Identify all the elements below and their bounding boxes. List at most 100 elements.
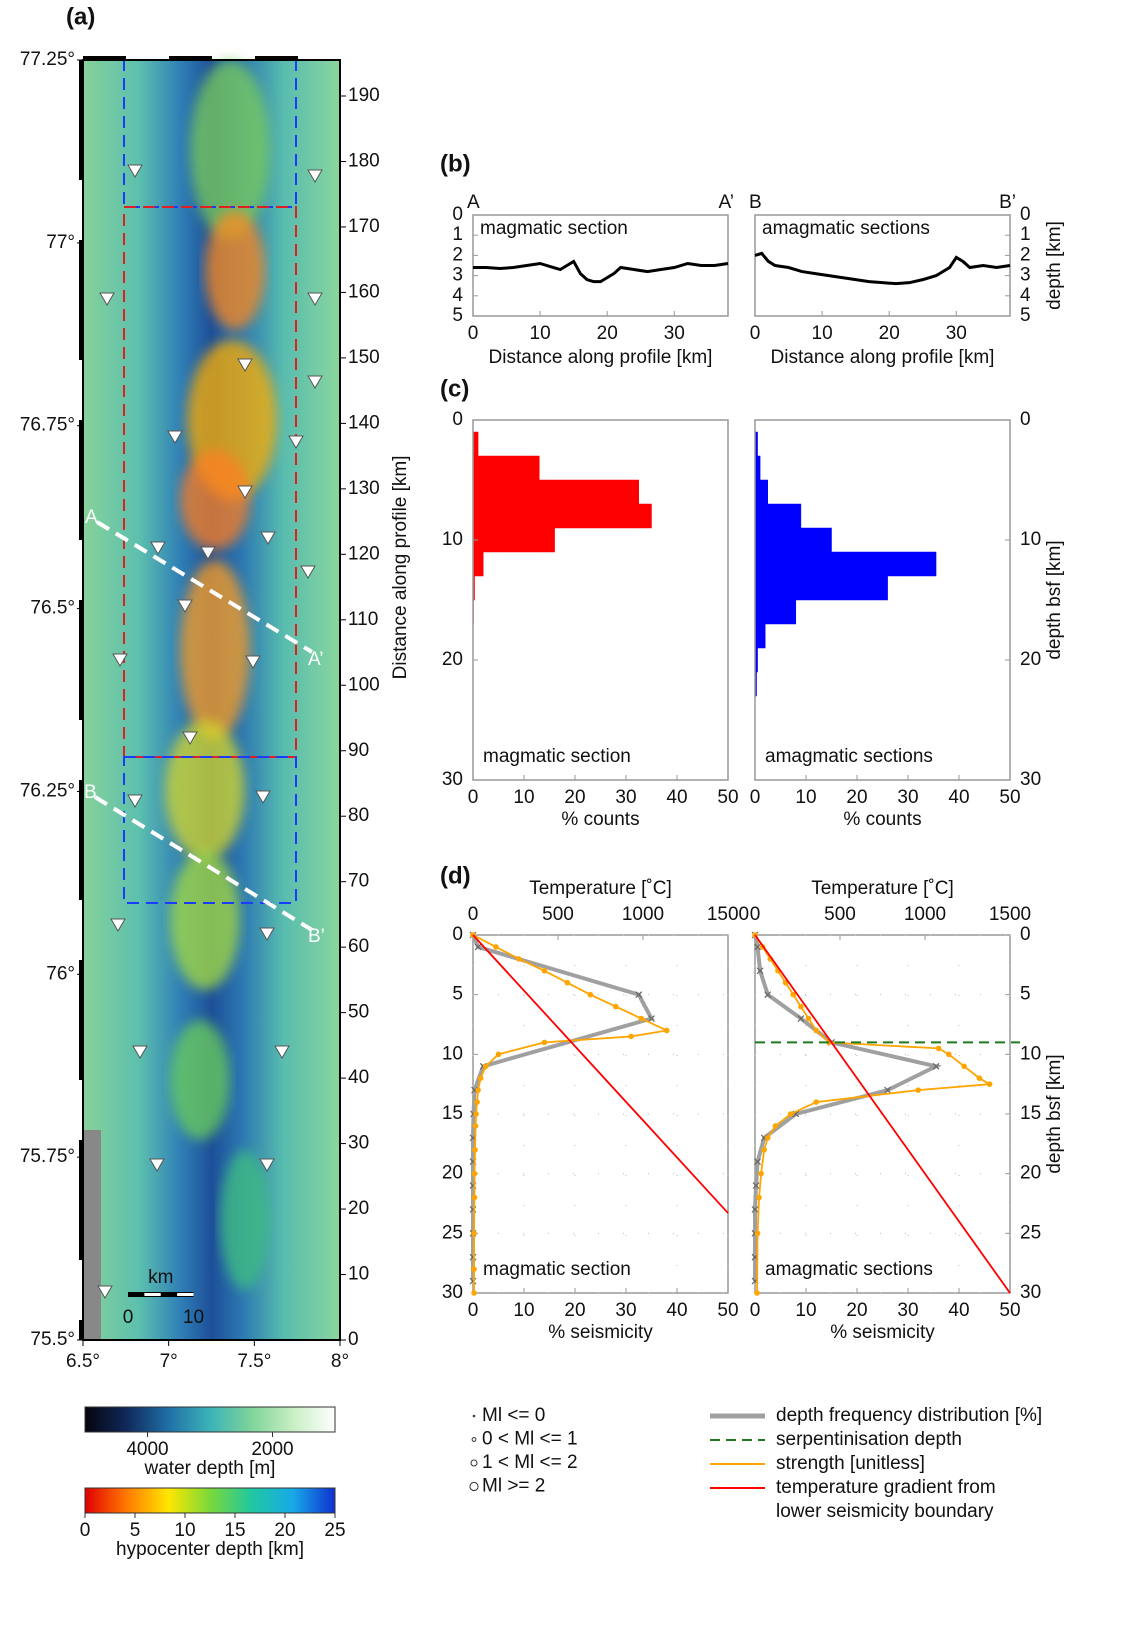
magnitude-symbol <box>472 1414 476 1418</box>
magnitude-symbol <box>470 1459 478 1467</box>
series-marker <box>754 943 761 951</box>
y-tick-label: 76° <box>46 963 75 984</box>
x-tick-label: 10 <box>530 323 551 344</box>
legend-label: depth frequency distribution [%] <box>776 1405 1043 1426</box>
station-marker <box>182 731 198 745</box>
y2-tick-label: 10 <box>348 1264 369 1285</box>
colorbar-label: water depth [m] <box>144 1458 276 1479</box>
series-line <box>472 934 729 1214</box>
x-tick-label: 20 <box>846 1300 867 1321</box>
y2-tick-label: 10 <box>1020 529 1041 550</box>
x2-axis-label: Temperature [˚C] <box>811 878 954 899</box>
x-tick-label: 40 <box>666 787 687 808</box>
colorbar-tick-label: 10 <box>174 1520 195 1541</box>
x2-tick-label: 500 <box>542 904 574 925</box>
y2-tick-label: 40 <box>348 1067 369 1088</box>
station-marker <box>177 599 193 613</box>
series-marker <box>477 1075 484 1081</box>
station-marker <box>255 790 271 804</box>
y2-tick-label: 5 <box>1020 305 1031 326</box>
y2-tick-label: 20 <box>1020 1163 1041 1184</box>
series-marker <box>884 1086 892 1094</box>
x-tick-label: 30 <box>615 787 636 808</box>
series-marker <box>473 1111 479 1117</box>
bathymetry-profile <box>473 259 729 284</box>
y2-tick-label: 5 <box>1020 984 1031 1005</box>
profile-end-label: B <box>84 782 97 803</box>
profile-start-label: B <box>749 192 762 213</box>
y2-tick-label: 180 <box>348 150 380 171</box>
profile-end-label: A <box>85 507 98 528</box>
series-marker <box>469 1277 477 1285</box>
series-marker <box>613 1003 619 1010</box>
y2-tick-label: 100 <box>348 674 380 695</box>
series-marker <box>474 1099 480 1105</box>
y2-tick-label: 0 <box>1020 409 1031 430</box>
series-marker <box>472 1147 478 1153</box>
section-label: amagmatic sections <box>762 218 930 239</box>
section-label: magmatic section <box>483 746 631 767</box>
y2-tick-label: 4 <box>1020 285 1031 306</box>
y-tick-label: 30 <box>442 769 463 790</box>
y2-tick-label: 70 <box>348 871 369 892</box>
x-tick-label: 20 <box>564 1300 585 1321</box>
y2-tick-label: 0 <box>348 1329 359 1350</box>
station-marker <box>300 565 316 579</box>
x-tick-label: 20 <box>564 787 585 808</box>
y-tick-label: 76.25° <box>20 780 75 801</box>
magnitude-legend-label: 1 < Ml <= 2 <box>482 1452 578 1473</box>
y-tick-label: 20 <box>442 649 463 670</box>
x-tick-label: 7.5° <box>237 1351 271 1372</box>
x-tick-label: 8° <box>331 1351 349 1372</box>
histogram-bar <box>754 479 768 505</box>
x2-tick-label: 500 <box>824 904 856 925</box>
series-marker <box>495 1051 502 1058</box>
plot-frame <box>754 419 1011 781</box>
legend-label: serpentinisation depth <box>776 1429 962 1450</box>
histogram-bar <box>472 527 555 553</box>
profile-end-label: B’ <box>308 926 325 947</box>
series-marker <box>790 991 797 998</box>
y-tick-label: 30 <box>442 1282 463 1303</box>
y-tick-label: 75.5° <box>30 1329 75 1350</box>
histogram-bar <box>472 455 540 481</box>
colorbar-tick-label: 0 <box>80 1520 91 1541</box>
series-marker <box>756 967 764 975</box>
y-tick-label: 76.5° <box>30 598 75 619</box>
series-marker <box>493 944 499 950</box>
series-marker <box>805 1015 812 1022</box>
plot-frame <box>472 214 729 317</box>
x2-tick-label: 1500 <box>707 904 749 925</box>
seismicity-cloud <box>220 1150 270 1290</box>
bathymetry-profile <box>754 251 1011 286</box>
station-marker <box>110 918 126 932</box>
series-marker <box>764 991 772 999</box>
station-marker <box>259 927 275 941</box>
seismicity-cloud <box>205 210 265 330</box>
x2-axis-label: Temperature [˚C] <box>529 878 672 899</box>
x-tick-label: 30 <box>897 787 918 808</box>
y-tick-label: 0 <box>452 409 463 430</box>
profile-start-label: A <box>467 192 480 213</box>
no-data <box>83 1130 101 1340</box>
series-marker <box>946 1051 952 1058</box>
colorbar-tick-label: 15 <box>224 1520 245 1541</box>
y2-tick-label: 170 <box>348 216 380 237</box>
x-tick-label: 30 <box>664 323 685 344</box>
station-marker <box>99 292 115 306</box>
profile-end-label: A’ <box>308 649 323 670</box>
histogram-bar <box>472 551 484 577</box>
x-tick-label: 20 <box>846 787 867 808</box>
y2-tick-label: 1 <box>1020 224 1031 245</box>
x-tick-label: 0 <box>750 1300 761 1321</box>
series-line <box>472 934 670 1293</box>
histogram-bar <box>754 503 802 529</box>
panel-label: (d) <box>440 862 471 889</box>
station-marker <box>150 541 166 555</box>
x-tick-label: 30 <box>897 1300 918 1321</box>
x-tick-label: 40 <box>948 787 969 808</box>
series-marker <box>787 1111 794 1117</box>
series-marker <box>475 1087 481 1093</box>
series-marker <box>754 1230 761 1237</box>
